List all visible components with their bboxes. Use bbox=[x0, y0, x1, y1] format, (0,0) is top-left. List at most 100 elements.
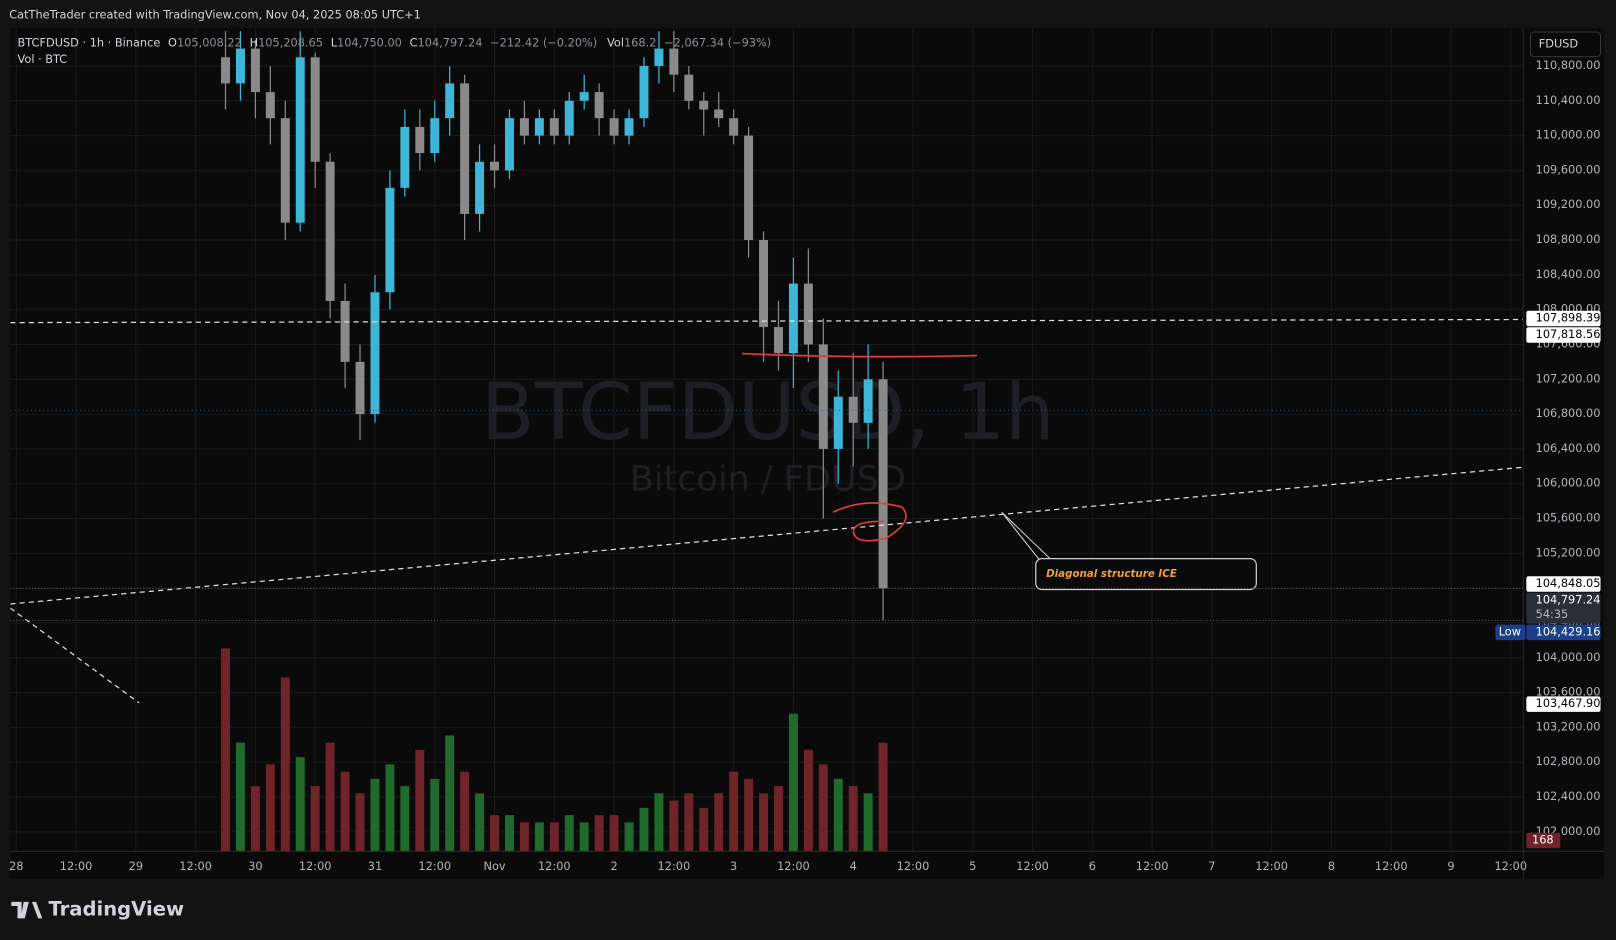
candle-body bbox=[744, 135, 754, 241]
volume-bar bbox=[355, 793, 365, 852]
volume-bar bbox=[684, 793, 694, 852]
y-tick-label: 108,400.00 bbox=[1536, 267, 1601, 281]
x-tick-label: 7 bbox=[1208, 859, 1215, 873]
candle-body bbox=[460, 83, 470, 214]
legend-key: Vol bbox=[607, 35, 624, 49]
y-tick-label: 102,400.00 bbox=[1536, 789, 1601, 803]
x-tick-label: 30 bbox=[248, 859, 262, 873]
volume-bar bbox=[564, 815, 574, 852]
volume-bar bbox=[340, 771, 350, 852]
candle-body bbox=[684, 74, 694, 101]
y-tick-label: 110,800.00 bbox=[1536, 58, 1601, 72]
volume-bar bbox=[878, 742, 888, 852]
candle-body bbox=[250, 48, 260, 93]
logo-icon bbox=[11, 901, 43, 919]
legend-change: −212.42 (−0.20%) bbox=[490, 35, 597, 49]
chart-area bbox=[10, 27, 1604, 880]
x-tick-label: 2 bbox=[610, 859, 617, 873]
candle-body bbox=[714, 109, 724, 119]
volume-bar bbox=[759, 793, 769, 852]
volume-bar bbox=[519, 822, 529, 852]
candle-body bbox=[534, 118, 544, 136]
candle-body bbox=[699, 100, 709, 110]
x-tick-label: 4 bbox=[850, 859, 857, 873]
y-tick-label: 110,400.00 bbox=[1536, 93, 1601, 107]
legend-value: 168.2 bbox=[624, 35, 656, 49]
volume-label-box bbox=[1526, 832, 1561, 849]
candle-body bbox=[310, 57, 320, 162]
volume-bar bbox=[475, 793, 485, 852]
x-tick-label: 12:00 bbox=[777, 859, 810, 873]
y-tick-label: 107,200.00 bbox=[1536, 371, 1601, 385]
volume-bar bbox=[235, 742, 245, 852]
candle-body bbox=[579, 92, 589, 101]
y-tick-label: 106,400.00 bbox=[1536, 441, 1601, 455]
legend-key: H bbox=[250, 35, 259, 49]
volume-bar bbox=[534, 822, 544, 852]
x-tick-label: 12:00 bbox=[299, 859, 332, 873]
x-tick-label: 12:00 bbox=[1016, 859, 1049, 873]
volume-label: 168 bbox=[1532, 833, 1554, 847]
candle-body bbox=[265, 92, 275, 119]
y-tick-label: 108,800.00 bbox=[1536, 232, 1601, 246]
volume-bar bbox=[445, 735, 455, 852]
volume-bar bbox=[310, 786, 320, 852]
volume-bar bbox=[400, 786, 410, 852]
y-tick-label: 110,000.00 bbox=[1536, 128, 1601, 142]
volume-bar bbox=[579, 822, 589, 852]
currency-button-text[interactable]: FDUSD bbox=[1539, 36, 1579, 50]
legend: BTCFDUSD · 1h · Binance O105,008.22 H105… bbox=[18, 35, 772, 49]
legend-symbol: BTCFDUSD · 1h · Binance bbox=[18, 35, 161, 49]
volume-bar bbox=[609, 815, 619, 852]
watermark-symbol: BTCFDUSD, 1h bbox=[481, 367, 1055, 458]
legend-key: L bbox=[331, 35, 338, 49]
price-label-box bbox=[1526, 624, 1601, 641]
x-tick-label: 31 bbox=[368, 859, 382, 873]
volume-bar bbox=[624, 822, 634, 852]
candle-body bbox=[609, 118, 619, 136]
callout-text: Diagonal structure ICE bbox=[1046, 568, 1177, 580]
callout-box bbox=[1035, 558, 1257, 591]
legend-value: 105,008.22 bbox=[177, 35, 242, 49]
candle-body bbox=[564, 100, 574, 136]
candle-body bbox=[773, 327, 783, 354]
legend-change: −2,067.34 (−93%) bbox=[664, 35, 771, 49]
y-tick-label: 106,800.00 bbox=[1536, 406, 1601, 420]
y-tick-label: 109,200.00 bbox=[1536, 197, 1601, 211]
volume-bar bbox=[714, 793, 724, 852]
y-tick-label: 103,600.00 bbox=[1536, 685, 1601, 699]
price-label-box bbox=[1526, 696, 1601, 712]
legend-value: 104,750.00 bbox=[337, 35, 402, 49]
candle-body bbox=[669, 48, 679, 75]
candle-body bbox=[445, 83, 455, 119]
volume-bar bbox=[250, 786, 260, 852]
volume-bar bbox=[415, 749, 425, 852]
brush-circle bbox=[832, 502, 907, 542]
candle-body bbox=[370, 292, 380, 415]
currency-button[interactable] bbox=[1529, 31, 1602, 58]
price-label-box bbox=[1526, 576, 1601, 592]
candle-body bbox=[280, 118, 290, 223]
price-label-box bbox=[1526, 310, 1601, 327]
candle-body bbox=[788, 283, 798, 354]
x-tick-label: 12:00 bbox=[897, 859, 930, 873]
volume-bar bbox=[460, 771, 470, 852]
volume-bar bbox=[744, 778, 754, 852]
x-tick-label: 12:00 bbox=[1375, 859, 1408, 873]
x-tick-label: Nov bbox=[483, 859, 505, 873]
candle-body bbox=[624, 118, 634, 136]
candle-body bbox=[803, 283, 813, 345]
volume-bar bbox=[370, 778, 380, 852]
volume-bar bbox=[863, 793, 873, 852]
volume-bar bbox=[430, 778, 440, 852]
x-tick-label: 3 bbox=[730, 859, 737, 873]
candle-body bbox=[729, 118, 739, 136]
volume-bar bbox=[818, 764, 828, 852]
volume-bar bbox=[490, 815, 500, 852]
candle-body bbox=[475, 161, 485, 214]
candle-body bbox=[654, 48, 664, 66]
volume-bar bbox=[788, 713, 798, 852]
footer-logo: TradingView bbox=[11, 898, 184, 921]
candle-body bbox=[818, 344, 828, 449]
